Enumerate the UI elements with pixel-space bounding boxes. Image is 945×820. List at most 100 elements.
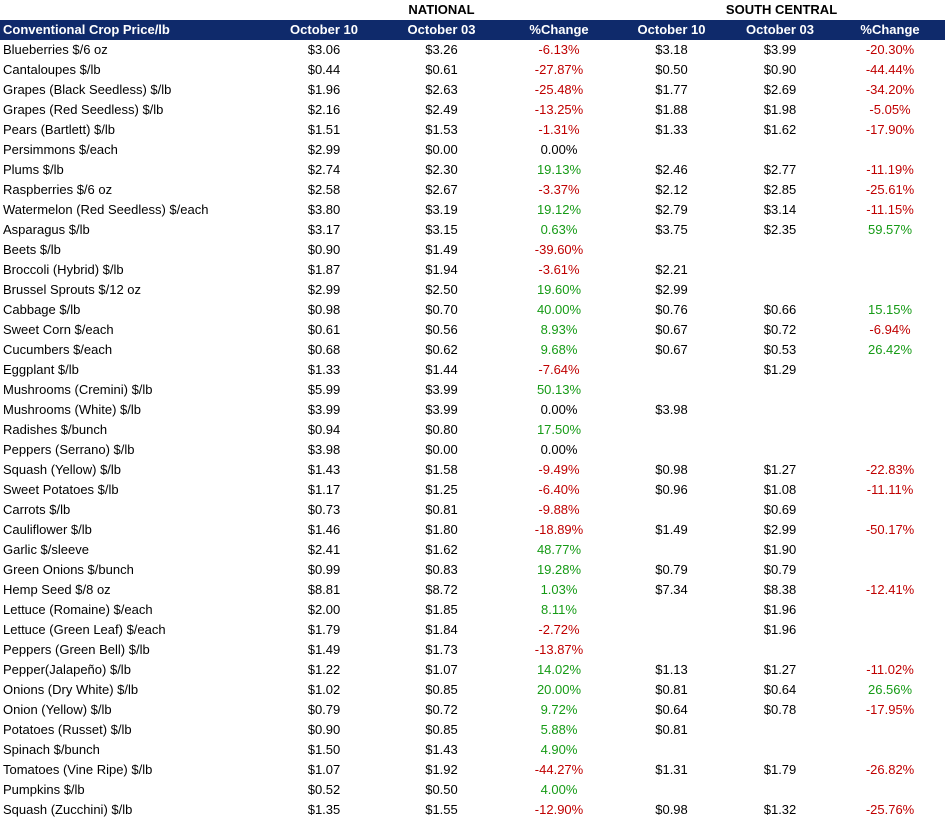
percent-change: -12.41% (865, 582, 915, 597)
price: $2.74 (307, 162, 341, 177)
crop-name: Asparagus $/lb (3, 222, 90, 237)
price (618, 540, 725, 560)
price (618, 360, 725, 380)
data-row: Sweet Corn $/each $0.61 $0.56 8.93% $0.67 $0.… (0, 320, 945, 340)
group-label: NATIONAL (408, 2, 475, 17)
percent-change: 20.00% (536, 682, 582, 697)
price: $3.18 (655, 42, 688, 57)
percent-change: 19.60% (536, 282, 582, 297)
percent-change: 26.42% (867, 342, 913, 357)
price: $3.80 (307, 202, 341, 217)
price: $0.73 (307, 502, 341, 517)
percent-change: -22.83% (865, 462, 915, 477)
data-row: Cabbage $/lb $0.98 $0.70 40.00% $0.76 $0.66 15… (0, 300, 945, 320)
data-row: Beets $/lb $0.90 $1.49 -39.60% (0, 240, 945, 260)
price: $0.67 (655, 322, 688, 337)
column-header: October 10 (618, 20, 726, 40)
crop-name: Spinach $/bunch (3, 742, 100, 757)
price: $0.68 (307, 342, 341, 357)
price (725, 640, 835, 660)
percent-change: 9.68% (540, 342, 578, 357)
price: $2.41 (307, 542, 341, 557)
percent-change: -11.11% (866, 482, 914, 497)
data-row: Grapes (Black Seedless) $/lb $1.96 $2.63 -2… (0, 80, 945, 100)
price: $3.99 (425, 382, 458, 397)
percent-change (835, 140, 945, 160)
percent-change: -9.88% (538, 502, 580, 517)
percent-change: 48.77% (536, 542, 582, 557)
price: $1.49 (655, 522, 688, 537)
price: $0.79 (763, 562, 797, 577)
percent-change (835, 640, 945, 660)
percent-change: 19.12% (536, 202, 582, 217)
price: $1.29 (763, 362, 797, 377)
price: $0.81 (655, 682, 688, 697)
percent-change: -39.60% (534, 242, 584, 257)
column-header: October 10 (265, 20, 383, 40)
percent-change (835, 240, 945, 260)
price: $0.72 (425, 702, 458, 717)
data-row: Potatoes (Russet) $/lb $0.90 $0.85 5.88% $0.… (0, 720, 945, 740)
data-row: Asparagus $/lb $3.17 $3.15 0.63% $3.75 $2.35 5… (0, 220, 945, 240)
percent-change: 26.56% (867, 682, 913, 697)
price: $0.61 (307, 322, 341, 337)
crop-name: Broccoli (Hybrid) $/lb (3, 262, 124, 277)
percent-change: 17.50% (536, 422, 582, 437)
percent-change: 19.28% (536, 562, 582, 577)
price: $1.49 (307, 642, 341, 657)
data-row: Peppers (Green Bell) $/lb $1.49 $1.73 -13.8… (0, 640, 945, 660)
price: $0.67 (655, 342, 688, 357)
percent-change: -9.49% (538, 462, 580, 477)
percent-change: 4.00% (540, 782, 578, 797)
data-row: Watermelon (Red Seedless) $/each $3.80 $3.… (0, 200, 945, 220)
price: $0.98 (655, 462, 688, 477)
price: $8.72 (425, 582, 458, 597)
crop-name: Mushrooms (White) $/lb (3, 402, 141, 417)
crop-name: Cucumbers $/each (3, 342, 113, 357)
data-row: Grapes (Red Seedless) $/lb $2.16 $2.49 -13.… (0, 100, 945, 120)
price (618, 140, 725, 160)
percent-change (835, 540, 945, 560)
price (725, 260, 835, 280)
percent-change (835, 780, 945, 800)
price (725, 740, 835, 760)
data-row: Tomatoes (Vine Ripe) $/lb $1.07 $1.92 -44.2… (0, 760, 945, 780)
price: $1.87 (307, 262, 341, 277)
price: $1.33 (655, 122, 688, 137)
price: $2.46 (655, 162, 688, 177)
percent-change: -25.76% (865, 802, 915, 817)
price: $2.99 (307, 142, 341, 157)
price: $3.99 (763, 42, 797, 57)
price: $1.94 (425, 262, 458, 277)
column-header: October 03 (383, 20, 500, 40)
percent-change: -12.90% (534, 802, 584, 817)
crop-name: Peppers (Green Bell) $/lb (3, 642, 150, 657)
crop-name: Squash (Yellow) $/lb (3, 462, 122, 477)
price: $0.98 (307, 302, 341, 317)
data-row: Peppers (Serrano) $/lb $3.98 $0.00 0.00% (0, 440, 945, 460)
price: $1.98 (763, 102, 797, 117)
price: $1.73 (425, 642, 458, 657)
percent-change (835, 500, 945, 520)
price: $2.58 (307, 182, 341, 197)
price: $3.06 (307, 42, 341, 57)
percent-change (835, 360, 945, 380)
crop-name: Mushrooms (Cremini) $/lb (3, 382, 153, 397)
price: $1.32 (763, 802, 797, 817)
price: $8.81 (307, 582, 341, 597)
data-row: Lettuce (Romaine) $/each $2.00 $1.85 8.11% $… (0, 600, 945, 620)
percent-change: -5.05% (869, 102, 911, 117)
price: $1.07 (425, 662, 458, 677)
crop-name: Cantaloupes $/lb (3, 62, 101, 77)
crop-name: Raspberries $/6 oz (3, 182, 113, 197)
data-row: Garlic $/sleeve $2.41 $1.62 48.77% $1.90 (0, 540, 945, 560)
price: $0.70 (425, 302, 458, 317)
price: $2.16 (307, 102, 341, 117)
percent-change: 15.15% (867, 302, 913, 317)
price: $0.53 (763, 342, 797, 357)
crop-name: Plums $/lb (3, 162, 64, 177)
price: $0.81 (425, 502, 458, 517)
price (618, 420, 725, 440)
crop-name: Sweet Corn $/each (3, 322, 114, 337)
percent-change: -25.48% (534, 82, 584, 97)
